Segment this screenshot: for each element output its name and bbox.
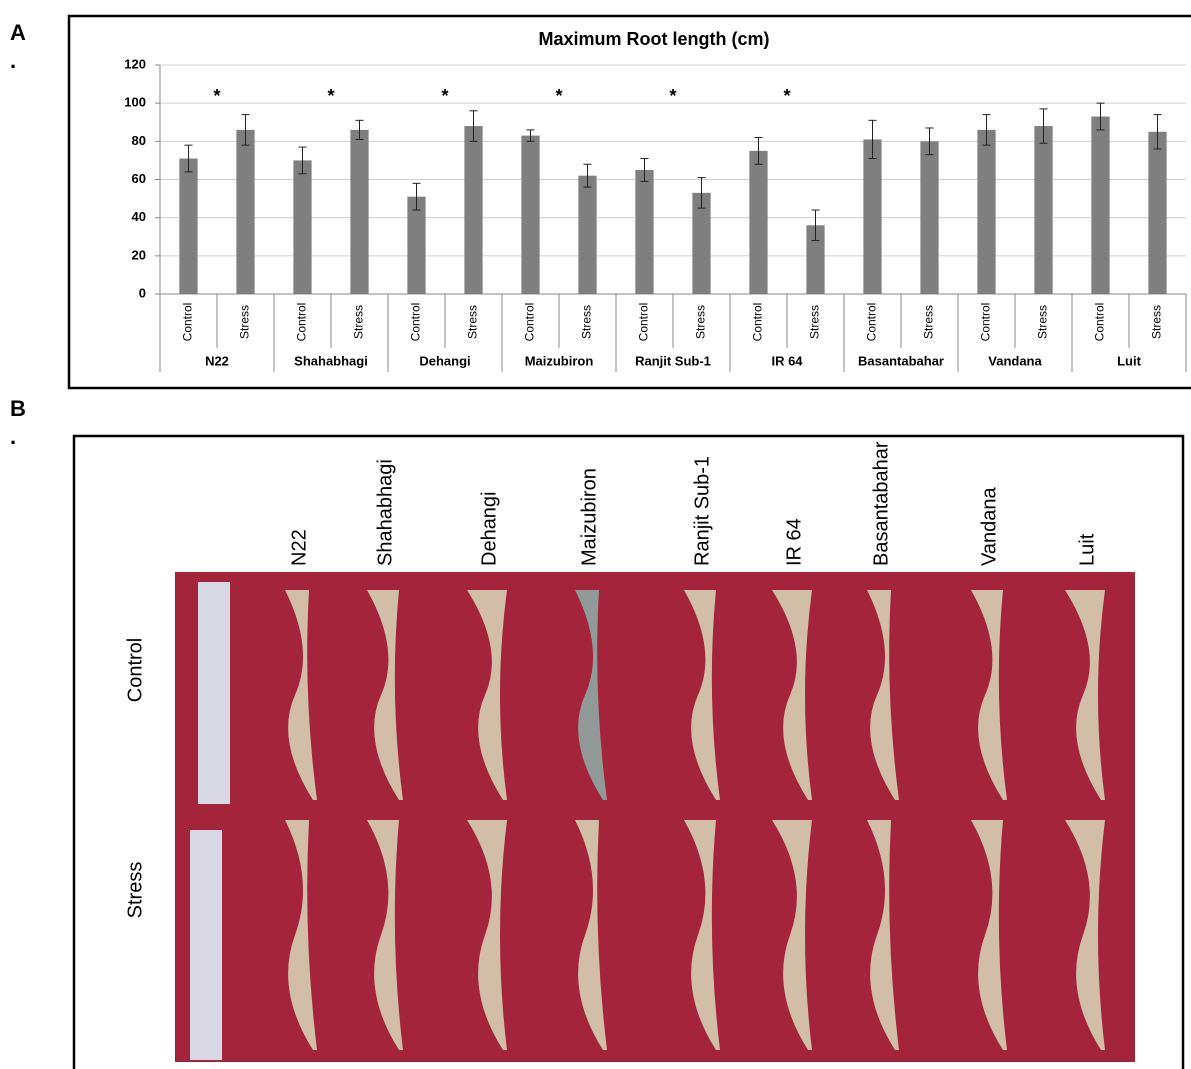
significance-mark: * bbox=[669, 86, 676, 106]
x-tick-label: Control bbox=[409, 303, 423, 342]
x-tick-label: Control bbox=[181, 303, 195, 342]
significance-mark: * bbox=[555, 86, 562, 106]
bar bbox=[521, 135, 540, 294]
bar bbox=[179, 158, 198, 294]
y-tick-label: 20 bbox=[132, 247, 146, 262]
root bbox=[971, 820, 1007, 1050]
chart-title: Maximum Root length (cm) bbox=[538, 29, 769, 49]
bar bbox=[806, 225, 825, 294]
group-label: Ranjit Sub-1 bbox=[635, 353, 711, 368]
root bbox=[867, 820, 899, 1050]
x-tick-label: Control bbox=[1093, 303, 1107, 342]
panel-label: B bbox=[10, 396, 26, 421]
panel-a-frame bbox=[67, 14, 1191, 390]
x-tick-label: Stress bbox=[808, 305, 822, 339]
photo-background bbox=[175, 572, 1135, 1062]
x-tick-label: Control bbox=[295, 303, 309, 342]
group-label: IR 64 bbox=[771, 353, 803, 368]
x-tick-label: Stress bbox=[1150, 305, 1164, 339]
significance-mark: * bbox=[213, 86, 220, 106]
bar bbox=[635, 169, 654, 294]
group-label: Shahabhagi bbox=[294, 353, 368, 368]
significance-mark: * bbox=[327, 86, 334, 106]
bar bbox=[236, 129, 255, 294]
group-label: Dehangi bbox=[419, 353, 470, 368]
ruler bbox=[198, 582, 230, 804]
group-label: Luit bbox=[1117, 353, 1141, 368]
y-tick-label: 120 bbox=[124, 56, 146, 71]
bar bbox=[293, 160, 312, 294]
bar bbox=[1034, 126, 1053, 294]
x-tick-label: Stress bbox=[580, 305, 594, 339]
column-label: Vandana bbox=[978, 487, 1000, 566]
x-tick-label: Stress bbox=[352, 305, 366, 339]
group-label: Vandana bbox=[988, 353, 1042, 368]
panel-dot: . bbox=[10, 424, 16, 449]
bar bbox=[1148, 131, 1167, 294]
group-label: Basantabahar bbox=[858, 353, 944, 368]
root bbox=[575, 820, 607, 1050]
root bbox=[684, 820, 720, 1050]
panel-label: A bbox=[10, 20, 26, 45]
bar bbox=[977, 129, 996, 294]
root bbox=[467, 590, 507, 800]
root bbox=[285, 820, 317, 1050]
y-tick-label: 60 bbox=[132, 171, 146, 186]
column-label: Luit bbox=[1076, 533, 1098, 566]
root bbox=[1065, 820, 1105, 1050]
x-tick-label: Control bbox=[979, 303, 993, 342]
bar bbox=[464, 126, 483, 294]
root bbox=[867, 590, 899, 800]
y-tick-label: 100 bbox=[124, 95, 146, 110]
x-tick-label: Control bbox=[523, 303, 537, 342]
bar bbox=[863, 139, 882, 294]
root bbox=[575, 590, 607, 800]
x-tick-label: Stress bbox=[922, 305, 936, 339]
root bbox=[1065, 590, 1105, 800]
group-label: Maizubiron bbox=[525, 353, 594, 368]
root bbox=[971, 590, 1007, 800]
x-tick-label: Stress bbox=[694, 305, 708, 339]
root bbox=[772, 820, 812, 1050]
bar bbox=[407, 196, 426, 294]
x-tick-label: Stress bbox=[238, 305, 252, 339]
root bbox=[684, 590, 720, 800]
column-label: Basantabahar bbox=[870, 441, 892, 566]
x-tick-label: Stress bbox=[1036, 305, 1050, 339]
root bbox=[367, 590, 403, 800]
significance-mark: * bbox=[783, 86, 790, 106]
y-tick-label: 80 bbox=[132, 133, 146, 148]
row-label: Control bbox=[124, 638, 146, 702]
y-tick-label: 0 bbox=[139, 285, 146, 300]
column-label: Dehangi bbox=[478, 491, 500, 566]
y-tick-label: 40 bbox=[132, 209, 146, 224]
x-tick-label: Control bbox=[637, 303, 651, 342]
column-label: N22 bbox=[288, 529, 310, 566]
ruler bbox=[190, 830, 222, 1060]
bar bbox=[1091, 116, 1110, 295]
significance-mark: * bbox=[441, 86, 448, 106]
column-label: Ranjit Sub-1 bbox=[691, 456, 713, 566]
column-label: IR 64 bbox=[783, 518, 805, 566]
column-label: Maizubiron bbox=[578, 468, 600, 566]
root bbox=[467, 820, 507, 1050]
row-label: Stress bbox=[124, 862, 146, 919]
root bbox=[772, 590, 812, 800]
column-label: Shahabhagi bbox=[374, 459, 396, 566]
bar bbox=[920, 141, 939, 294]
bar bbox=[350, 129, 369, 294]
x-tick-label: Stress bbox=[466, 305, 480, 339]
root bbox=[367, 820, 403, 1050]
bar bbox=[692, 192, 711, 294]
bar bbox=[578, 175, 597, 294]
x-tick-label: Control bbox=[751, 303, 765, 342]
bar bbox=[749, 150, 768, 294]
x-tick-label: Control bbox=[865, 303, 879, 342]
panel-dot: . bbox=[10, 48, 16, 73]
panel-b-frame bbox=[72, 434, 1185, 1069]
root bbox=[285, 590, 317, 800]
group-label: N22 bbox=[205, 353, 229, 368]
